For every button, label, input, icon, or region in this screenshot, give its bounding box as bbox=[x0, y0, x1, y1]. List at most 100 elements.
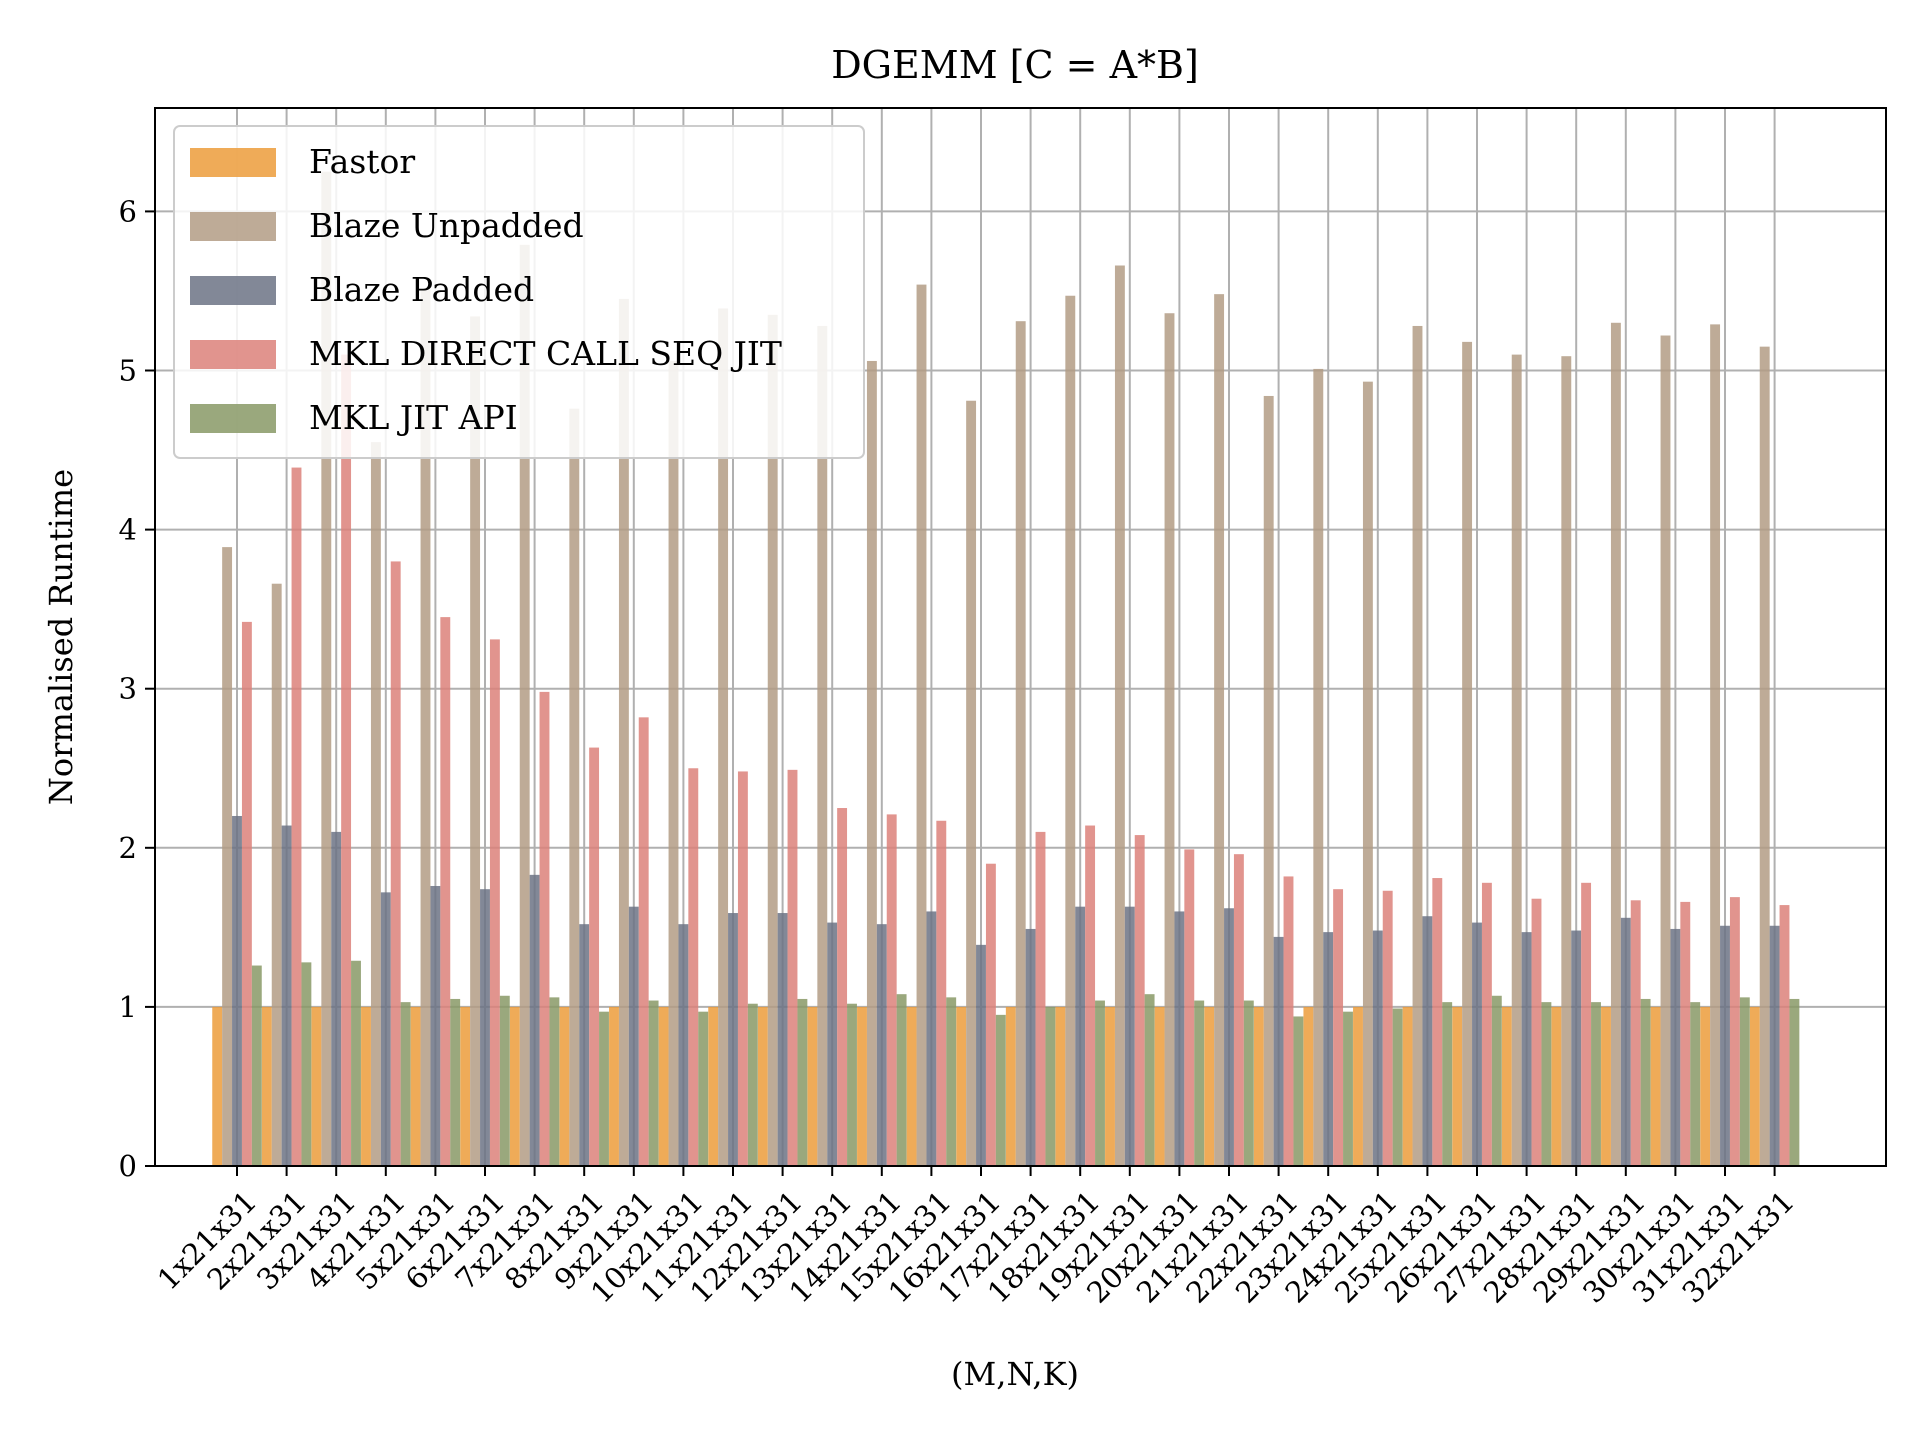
bar bbox=[579, 924, 590, 1166]
y-axis-ticks: 0 1 2 3 4 5 6 bbox=[119, 194, 155, 1183]
bar bbox=[1343, 1011, 1353, 1166]
bar bbox=[1283, 876, 1294, 1166]
bar bbox=[529, 874, 540, 1166]
bar bbox=[1362, 381, 1373, 1166]
bar bbox=[1233, 854, 1244, 1166]
bar bbox=[1779, 905, 1790, 1166]
bar bbox=[1481, 882, 1492, 1166]
bar bbox=[1710, 324, 1721, 1166]
bar bbox=[489, 639, 500, 1166]
bar bbox=[1551, 1006, 1562, 1166]
legend-box bbox=[173, 125, 865, 459]
bar bbox=[985, 863, 996, 1166]
bar bbox=[1412, 325, 1423, 1167]
bar bbox=[1591, 1002, 1601, 1166]
legend-swatch bbox=[190, 404, 276, 433]
y-tick-label: 4 bbox=[119, 513, 137, 547]
bar bbox=[698, 1011, 709, 1166]
legend-label: Blaze Unpadded bbox=[309, 206, 584, 245]
bar bbox=[628, 906, 639, 1166]
bar bbox=[341, 354, 352, 1166]
bar bbox=[460, 1006, 471, 1166]
bar bbox=[1610, 322, 1621, 1166]
bar bbox=[827, 922, 838, 1166]
bar bbox=[876, 924, 887, 1166]
bar bbox=[430, 885, 441, 1166]
legend-label: Blaze Padded bbox=[309, 270, 534, 309]
bar bbox=[1184, 849, 1195, 1166]
bar bbox=[1511, 354, 1522, 1166]
bar bbox=[1630, 900, 1641, 1166]
bar bbox=[1204, 1006, 1215, 1166]
bar bbox=[1124, 906, 1135, 1166]
legend: Fastor Blaze Unpadded Blaze Padded MKL DIRE… bbox=[173, 125, 865, 459]
bar bbox=[380, 892, 391, 1166]
bar bbox=[1075, 906, 1086, 1166]
bar bbox=[718, 308, 729, 1167]
bar bbox=[1769, 925, 1780, 1166]
bar bbox=[1105, 1006, 1115, 1166]
legend-label: MKL DIRECT CALL SEQ JIT bbox=[309, 334, 782, 373]
bar bbox=[1571, 930, 1582, 1166]
bar bbox=[1452, 1006, 1463, 1166]
bar bbox=[837, 808, 848, 1166]
bar bbox=[906, 1006, 917, 1166]
bar bbox=[410, 1006, 421, 1166]
bar bbox=[519, 244, 530, 1166]
bar bbox=[688, 768, 699, 1166]
legend-swatch bbox=[190, 276, 276, 305]
bar bbox=[1323, 932, 1334, 1166]
bar bbox=[777, 913, 788, 1166]
bar bbox=[480, 889, 490, 1166]
bar bbox=[1561, 356, 1572, 1166]
bar bbox=[807, 1006, 818, 1166]
bar bbox=[916, 284, 927, 1166]
bar bbox=[1670, 928, 1681, 1166]
bar bbox=[847, 1003, 857, 1166]
y-tick-label: 5 bbox=[119, 354, 137, 388]
bar bbox=[1472, 922, 1482, 1166]
y-tick-label: 0 bbox=[119, 1149, 137, 1183]
bar bbox=[1729, 897, 1740, 1166]
bar bbox=[1382, 890, 1393, 1166]
bar bbox=[1263, 395, 1274, 1166]
bar bbox=[509, 1006, 520, 1166]
bar bbox=[1333, 889, 1344, 1166]
bar bbox=[668, 360, 679, 1166]
bar bbox=[440, 617, 451, 1166]
legend-swatch bbox=[190, 148, 276, 177]
bar bbox=[1372, 930, 1383, 1166]
bar bbox=[658, 1006, 669, 1166]
bar bbox=[251, 965, 262, 1166]
bar bbox=[1353, 1006, 1363, 1166]
bar bbox=[1521, 932, 1532, 1166]
y-tick-label: 1 bbox=[119, 990, 137, 1024]
legend-swatch bbox=[190, 212, 276, 241]
bar bbox=[589, 747, 600, 1166]
bar bbox=[1739, 997, 1750, 1166]
bar bbox=[1005, 1006, 1016, 1166]
bar bbox=[618, 298, 629, 1166]
bar bbox=[232, 815, 242, 1166]
bar bbox=[1194, 1000, 1205, 1166]
bar bbox=[757, 1006, 768, 1166]
bar bbox=[261, 1006, 272, 1166]
bar bbox=[470, 316, 481, 1166]
bar bbox=[271, 583, 282, 1166]
bar bbox=[1620, 917, 1631, 1166]
bar bbox=[321, 171, 332, 1166]
bar bbox=[1085, 825, 1096, 1166]
bar bbox=[301, 962, 312, 1166]
bar bbox=[1531, 898, 1542, 1166]
bar bbox=[1164, 313, 1175, 1166]
bar bbox=[599, 1011, 609, 1166]
bar bbox=[1313, 368, 1324, 1166]
bar bbox=[976, 944, 986, 1166]
bar bbox=[966, 400, 977, 1166]
bar bbox=[420, 289, 431, 1166]
bar bbox=[1214, 294, 1225, 1166]
bar bbox=[1055, 1006, 1066, 1166]
bar bbox=[866, 360, 877, 1166]
bar bbox=[499, 995, 510, 1166]
